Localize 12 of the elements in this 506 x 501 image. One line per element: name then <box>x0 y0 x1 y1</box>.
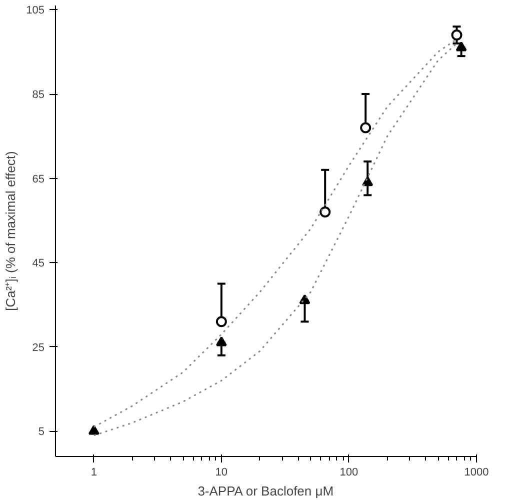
y-tick-label: 5 <box>38 426 45 438</box>
y-axis-title: [Ca²⁺]ᵢ (% of maximal effect) <box>3 151 18 311</box>
x-tick-label: 100 <box>340 466 358 478</box>
y-tick-label: 85 <box>32 89 45 102</box>
x-axis-title: 3-APPA or Baclofen μM <box>198 484 334 498</box>
y-tick-label: 45 <box>32 258 45 270</box>
y-tick-label: 65 <box>32 173 45 186</box>
x-tick-label: 1000 <box>464 466 489 478</box>
x-tick-label: 10 <box>215 466 228 478</box>
y-tick-label: 105 <box>26 4 45 17</box>
x-tick-label: 1 <box>90 466 97 478</box>
y-tick-label: 25 <box>32 342 45 354</box>
